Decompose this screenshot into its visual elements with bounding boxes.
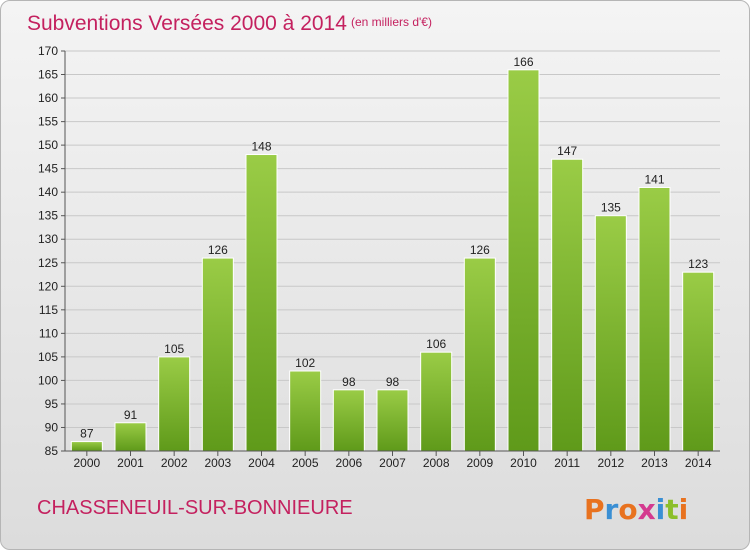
bar-2013 bbox=[638, 186, 671, 452]
data-label: 126 bbox=[470, 243, 490, 257]
bar-2011 bbox=[551, 158, 584, 452]
x-tick-label: 2014 bbox=[685, 456, 712, 470]
bar-2004 bbox=[245, 154, 278, 452]
x-tick-label: 2007 bbox=[379, 456, 406, 470]
y-axis: 85 90 95 100 105 110 115 120 125 130 135 140 145 150 1… bbox=[38, 44, 66, 458]
y-tick-label: 135 bbox=[38, 209, 58, 223]
x-tick-label: 2001 bbox=[117, 456, 144, 470]
y-tick-label: 165 bbox=[38, 68, 58, 82]
logo-letter: r bbox=[605, 493, 619, 526]
x-tick-label: 2006 bbox=[335, 456, 362, 470]
data-label: 135 bbox=[601, 201, 621, 215]
data-label: 102 bbox=[295, 356, 315, 370]
x-tick-label: 2003 bbox=[204, 456, 231, 470]
chart-title: Subventions Versées 2000 à 2014 bbox=[27, 12, 347, 35]
bar-2009 bbox=[463, 257, 496, 452]
bars: 87 91 105 126 148 102 98 98 106 126 166 147 135 141 12… bbox=[70, 55, 715, 452]
y-tick-label: 110 bbox=[39, 326, 58, 340]
x-tick-label: 2011 bbox=[554, 456, 580, 470]
bar-2006 bbox=[332, 389, 365, 452]
commune-name: CHASSENEUIL-SUR-BONNIEURE bbox=[37, 497, 353, 519]
x-tick-label: 2004 bbox=[248, 456, 275, 470]
y-tick-label: 155 bbox=[38, 115, 58, 129]
y-tick-label: 90 bbox=[45, 420, 59, 434]
logo-letter: P bbox=[584, 493, 605, 526]
bar-2010 bbox=[507, 69, 540, 452]
x-tick-label: 2002 bbox=[161, 456, 188, 470]
proxiti-logo: Proxiti bbox=[584, 493, 688, 526]
data-label: 87 bbox=[80, 427, 94, 441]
x-tick-label: 2000 bbox=[73, 456, 100, 470]
y-tick-label: 130 bbox=[38, 232, 58, 246]
data-label: 141 bbox=[644, 172, 664, 186]
logo-letter: i bbox=[679, 493, 689, 526]
bar-2005 bbox=[289, 370, 322, 452]
y-tick-label: 100 bbox=[38, 373, 58, 387]
bar-2012 bbox=[594, 215, 627, 452]
data-label: 148 bbox=[251, 140, 271, 154]
y-tick-label: 105 bbox=[38, 350, 58, 364]
y-tick-label: 140 bbox=[38, 185, 58, 199]
data-label: 98 bbox=[342, 375, 356, 389]
bar-2007 bbox=[376, 389, 409, 452]
x-tick-label: 2013 bbox=[641, 456, 668, 470]
x-axis: 2000 2001 2002 2003 2004 2005 2006 2007 2008 2009… bbox=[65, 450, 720, 470]
bar-2014 bbox=[682, 271, 715, 452]
logo-letter: x bbox=[638, 493, 656, 526]
grid-lines bbox=[65, 50, 720, 452]
y-tick-label: 115 bbox=[39, 303, 58, 317]
data-label: 126 bbox=[208, 243, 228, 257]
data-label: 105 bbox=[164, 342, 184, 356]
data-label: 166 bbox=[513, 55, 533, 69]
x-tick-label: 2010 bbox=[510, 456, 537, 470]
x-tick-label: 2009 bbox=[466, 456, 493, 470]
x-tick-label: 2005 bbox=[292, 456, 319, 470]
data-label: 147 bbox=[557, 144, 577, 158]
y-tick-label: 125 bbox=[38, 256, 58, 270]
data-label: 106 bbox=[426, 337, 446, 351]
data-label: 98 bbox=[386, 375, 400, 389]
logo-letter: o bbox=[618, 493, 637, 526]
data-label: 123 bbox=[688, 257, 708, 271]
logo-letter: i bbox=[656, 493, 666, 526]
y-tick-label: 150 bbox=[38, 138, 58, 152]
y-tick-label: 145 bbox=[38, 162, 58, 176]
y-tick-label: 160 bbox=[38, 91, 58, 105]
bar-2000 bbox=[70, 441, 103, 452]
bar-2002 bbox=[158, 356, 191, 452]
y-tick-label: 170 bbox=[38, 44, 58, 58]
logo-letter: t bbox=[665, 493, 678, 526]
data-label: 91 bbox=[124, 408, 138, 422]
bar-2008 bbox=[420, 351, 453, 452]
y-tick-label: 120 bbox=[38, 279, 58, 293]
bar-2001 bbox=[114, 422, 147, 452]
chart-unit: (en milliers d'€) bbox=[351, 15, 432, 29]
y-tick-label: 85 bbox=[45, 444, 59, 458]
x-tick-label: 2012 bbox=[597, 456, 624, 470]
x-tick-label: 2008 bbox=[423, 456, 450, 470]
bar-2003 bbox=[201, 257, 234, 452]
y-tick-label: 95 bbox=[45, 397, 59, 411]
